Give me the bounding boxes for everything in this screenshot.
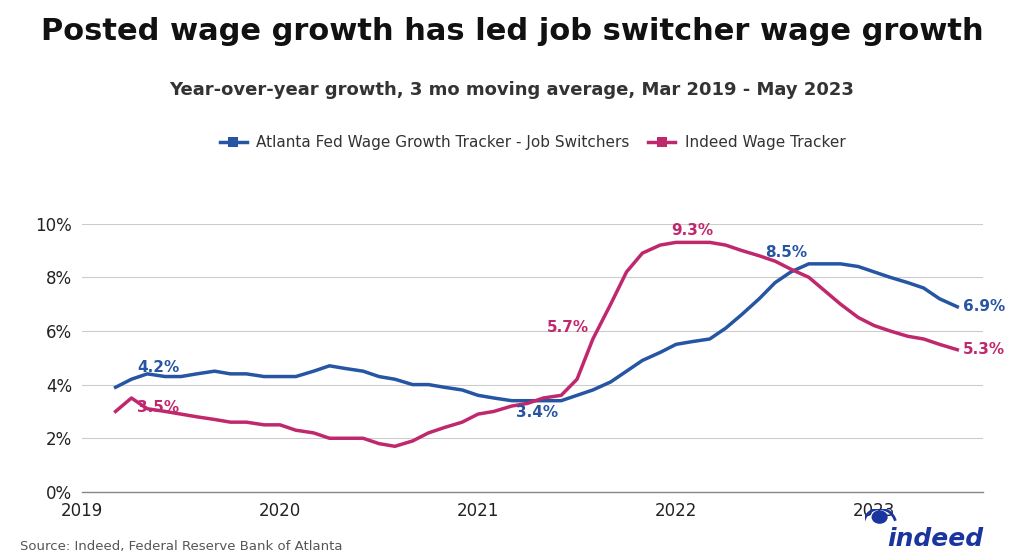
Text: 3.4%: 3.4% [516, 405, 558, 420]
Circle shape [872, 511, 887, 523]
Text: 5.3%: 5.3% [963, 342, 1005, 357]
Text: Year-over-year growth, 3 mo moving average, Mar 2019 - May 2023: Year-over-year growth, 3 mo moving avera… [170, 81, 854, 99]
Text: 3.5%: 3.5% [137, 400, 179, 415]
Text: Posted wage growth has led job switcher wage growth: Posted wage growth has led job switcher … [41, 17, 983, 46]
Text: 5.7%: 5.7% [547, 320, 589, 335]
Text: 9.3%: 9.3% [671, 223, 713, 238]
Text: 8.5%: 8.5% [765, 245, 807, 260]
Legend: Atlanta Fed Wage Growth Tracker - Job Switchers, Indeed Wage Tracker: Atlanta Fed Wage Growth Tracker - Job Sw… [213, 129, 852, 157]
Text: Source: Indeed, Federal Reserve Bank of Atlanta: Source: Indeed, Federal Reserve Bank of … [20, 541, 343, 553]
Text: indeed: indeed [887, 527, 983, 551]
Text: 4.2%: 4.2% [137, 360, 179, 375]
Text: 6.9%: 6.9% [963, 299, 1006, 314]
